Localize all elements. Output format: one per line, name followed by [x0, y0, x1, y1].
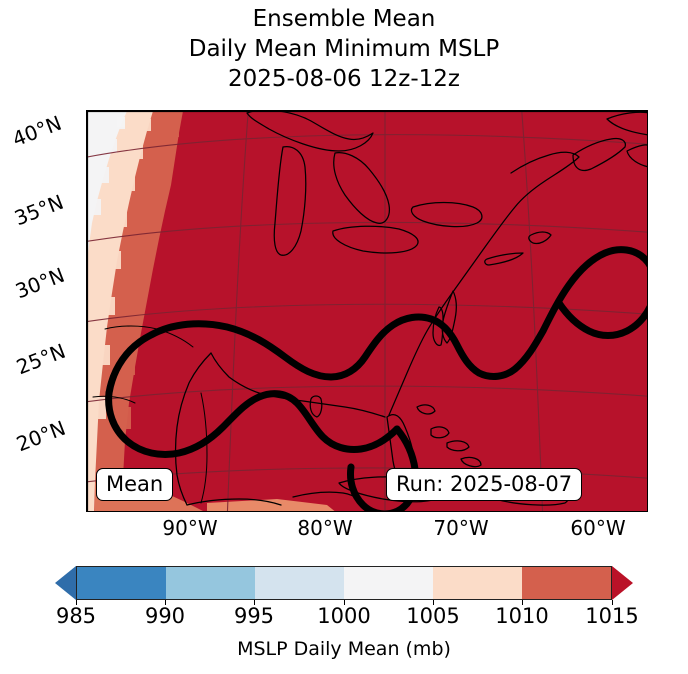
colorbar-seg-990-995	[166, 567, 255, 599]
colorbar-seg-995-1000	[255, 567, 344, 599]
tick-mark-1000	[344, 600, 345, 605]
tick-mark-1015	[612, 600, 613, 605]
colorbar-seg-1010-1015	[522, 567, 611, 599]
map-canvas	[87, 111, 647, 511]
lat-tick-25N: 25°N	[13, 338, 69, 380]
title-line-2: Daily Mean Minimum MSLP	[188, 36, 500, 62]
coastlines	[92, 111, 647, 510]
figure-title: Ensemble Mean Daily Mean Minimum MSLP 20…	[0, 4, 688, 94]
tick-label-985: 985	[55, 604, 97, 628]
run-annotation-box[interactable]: Run: 2025-08-07	[386, 468, 583, 501]
lon-tick-90W: 90°W	[162, 516, 218, 540]
colorbar-seg-985-990	[77, 567, 166, 599]
fill-patch-southwest-2	[207, 499, 335, 511]
colorbar-label: MSLP Daily Mean (mb)	[237, 638, 451, 660]
tick-mark-995	[254, 600, 255, 605]
lat-tick-40N: 40°N	[9, 110, 65, 152]
tick-label-1010: 1010	[495, 604, 549, 628]
tick-label-1005: 1005	[406, 604, 460, 628]
graticule	[87, 111, 647, 511]
tick-mark-1005	[433, 600, 434, 605]
map-border	[87, 111, 647, 511]
tick-label-1015: 1015	[585, 604, 639, 628]
mean-annotation-box[interactable]: Mean	[96, 468, 174, 501]
contour-1014	[105, 246, 647, 511]
lon-tick-60W: 60°W	[570, 516, 626, 540]
fill-region-1005-1010	[87, 111, 153, 511]
colorbar-extend-high-arrow	[612, 566, 633, 600]
colorbar[interactable]: 985 990 995 1000 1005 1010 1015	[55, 566, 639, 628]
title-line-1: Ensemble Mean	[252, 6, 436, 32]
colorbar-ticks: 985 990 995 1000 1005 1010 1015	[55, 600, 639, 630]
colorbar-seg-1005-1010	[433, 567, 522, 599]
title-line-3: 2025-08-06 12z-12z	[228, 66, 460, 92]
tick-label-1000: 1000	[317, 604, 371, 628]
tick-label-995: 995	[233, 604, 275, 628]
colorbar-extend-low-arrow	[55, 566, 76, 600]
colorbar-seg-1000-1005	[344, 567, 433, 599]
tick-label-990: 990	[144, 604, 186, 628]
fill-region-1000-1005	[87, 111, 127, 261]
lat-tick-35N: 35°N	[11, 189, 67, 231]
lat-tick-20N: 20°N	[13, 415, 69, 457]
map-panel[interactable]	[86, 110, 648, 512]
colorbar-segments	[76, 566, 612, 600]
lon-tick-70W: 70°W	[433, 516, 489, 540]
fill-edge-steps	[93, 117, 179, 429]
tick-mark-1010	[522, 600, 523, 605]
lat-tick-30N: 30°N	[12, 262, 68, 304]
tick-mark-990	[165, 600, 166, 605]
tick-mark-985	[76, 600, 77, 605]
map-graphics	[87, 111, 647, 511]
lon-tick-80W: 80°W	[297, 516, 353, 540]
